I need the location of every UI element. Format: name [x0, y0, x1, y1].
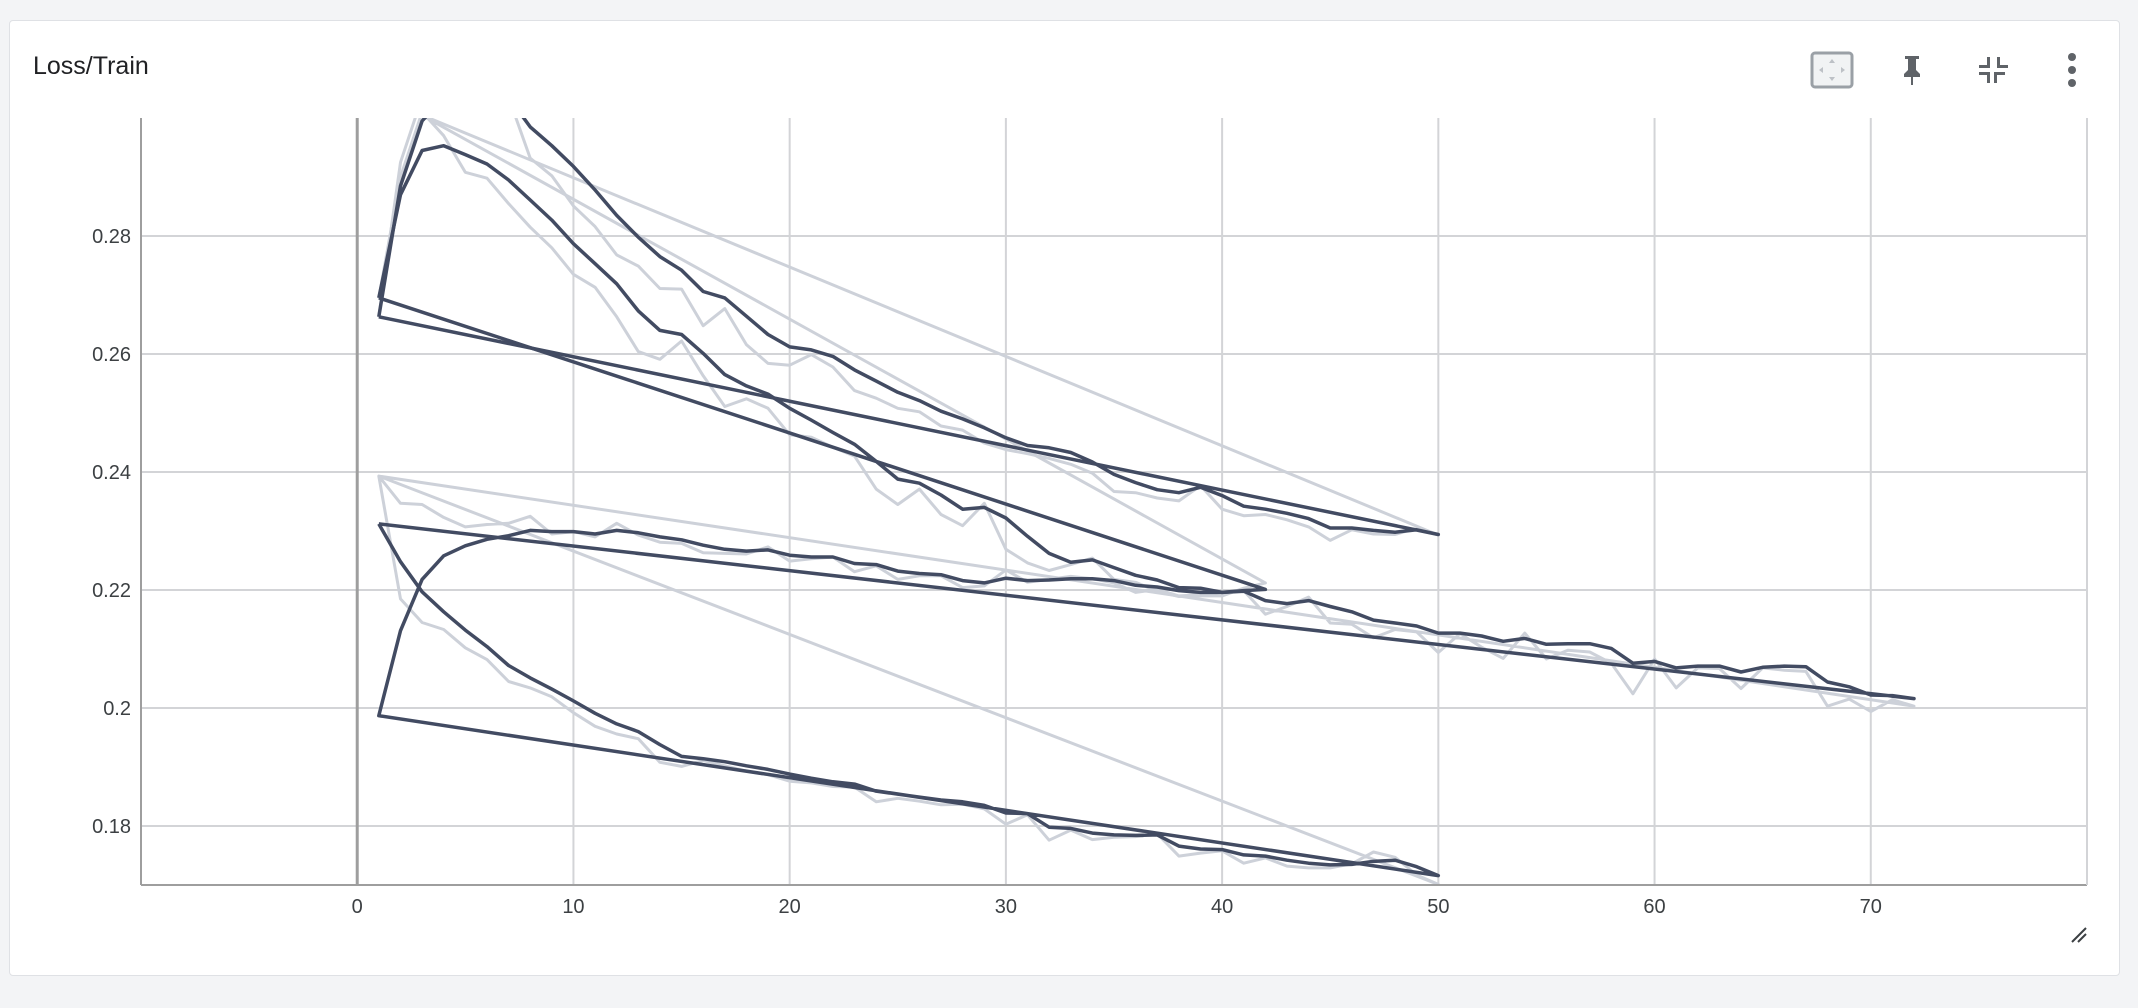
y-tick-label: 0.26: [92, 344, 131, 366]
raw-series-line-3: [377, 474, 1916, 885]
smoothed-series-line-1[interactable]: [377, 143, 1268, 595]
y-tick-label: 0.18: [92, 816, 131, 838]
y-tick-label: 0.22: [92, 580, 131, 602]
x-tick-label: 0: [352, 896, 363, 918]
raw-series-line-2: [377, 118, 1440, 542]
resize-handle-icon[interactable]: [2068, 924, 2088, 944]
more-vert-icon: [2068, 53, 2076, 87]
x-tick-label: 50: [1427, 896, 1449, 918]
y-tick-label: 0.2: [103, 698, 131, 720]
x-tick-label: 20: [779, 896, 801, 918]
x-tick-label: 60: [1643, 896, 1665, 918]
card-title: Loss/Train: [33, 52, 149, 80]
fit-to-domain-icon: [1810, 51, 1854, 89]
pin-icon: [1904, 56, 1920, 85]
x-tick-label: 30: [995, 896, 1017, 918]
smoothed-series-layer: [377, 97, 1916, 878]
x-tick-label: 10: [562, 896, 584, 918]
fit-to-domain-button[interactable]: [1808, 46, 1856, 94]
more-options-button[interactable]: [2048, 46, 2096, 94]
y-tick-label: 0.24: [92, 462, 131, 484]
chart-card: [9, 20, 2120, 976]
y-tick-label: 0.28: [92, 226, 131, 248]
grid-lines: [141, 118, 2087, 885]
pin-button[interactable]: [1888, 46, 1936, 94]
smoothed-series-line-2[interactable]: [377, 97, 1441, 537]
x-tick-label: 40: [1211, 896, 1233, 918]
tick-labels: 0.18 0.2 0.22 0.24 0.26 0.28 0 10 20 30 40 50 60 70: [92, 226, 1882, 918]
axes: [140, 118, 2088, 886]
smoothed-series-line-3[interactable]: [377, 522, 1916, 878]
x-tick-label: 70: [1860, 896, 1882, 918]
